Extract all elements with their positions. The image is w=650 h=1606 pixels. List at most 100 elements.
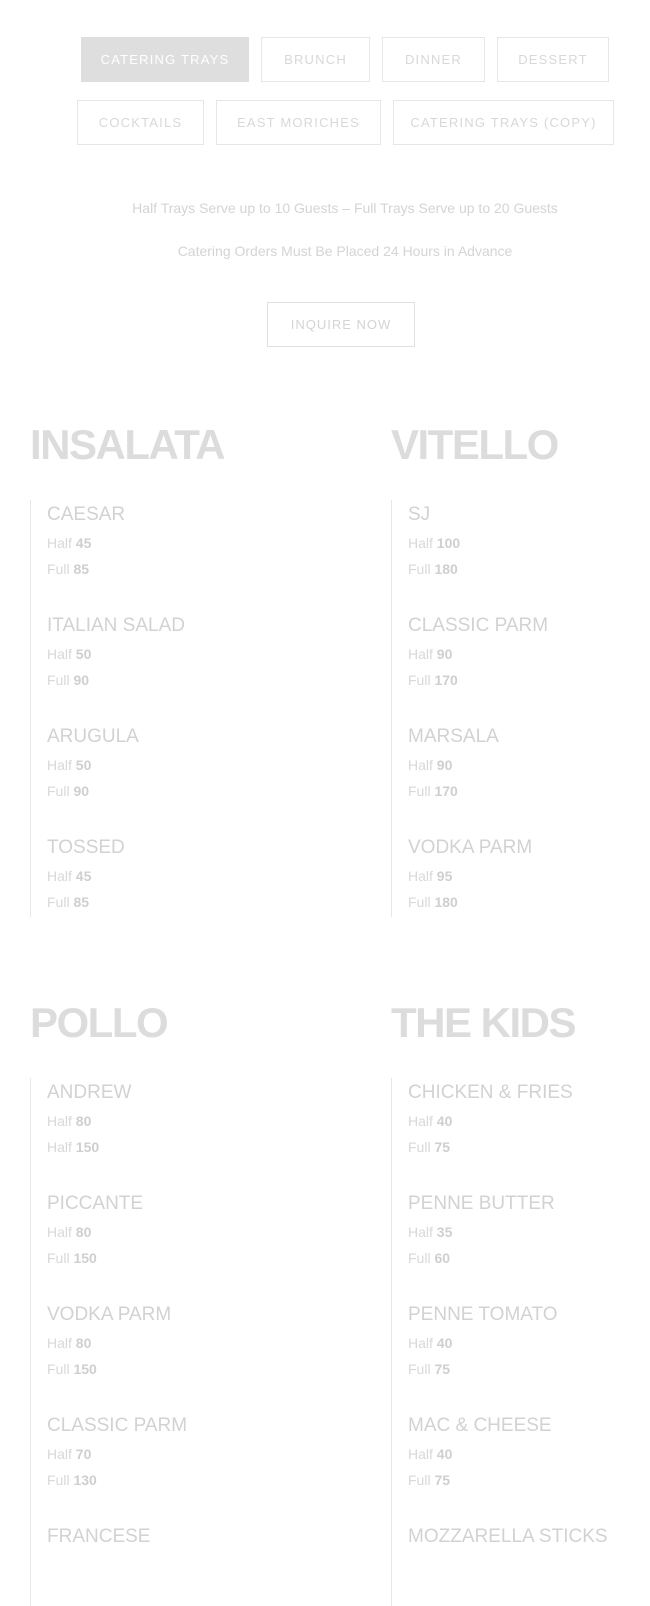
menu-list: CAESAR Half 45 Full 85 ITALIAN SALAD Half 50… xyxy=(30,500,290,917)
size-label: Half xyxy=(47,1335,72,1351)
item-name: ANDREW xyxy=(47,1082,132,1103)
half-price: Half 45 xyxy=(47,530,290,556)
item-name: ARUGULA xyxy=(47,726,139,747)
half-price: Half 80 xyxy=(47,1330,290,1356)
menu-item: CAESAR Half 45 Full 85 xyxy=(47,500,290,611)
tab-catering-trays[interactable]: CATERING TRAYS xyxy=(81,37,249,82)
item-name: PICCANTE xyxy=(47,1193,144,1214)
inquire-now-button[interactable]: INQUIRE NOW xyxy=(267,302,415,347)
full-price: Full 90 xyxy=(47,778,290,804)
item-name: TOSSED xyxy=(47,837,125,858)
size-label: Full xyxy=(47,894,70,910)
full-price: Full 75 xyxy=(408,1134,650,1160)
price-value: 85 xyxy=(73,561,90,577)
half-price: Half 50 xyxy=(47,752,290,778)
section-title: INSALATA xyxy=(30,421,226,468)
price-value: 60 xyxy=(434,1250,451,1266)
menu-item: VODKA PARM Half 80 Full 150 xyxy=(47,1300,290,1411)
size-label: Full xyxy=(408,1361,431,1377)
menu-item: SJ Half 100 Full 180 xyxy=(408,500,650,611)
tab-brunch[interactable]: BRUNCH xyxy=(261,37,370,82)
size-label: Half xyxy=(47,757,72,773)
price-value: 40 xyxy=(436,1113,453,1129)
item-name: CLASSIC PARM xyxy=(47,1415,188,1436)
tab-dinner[interactable]: DINNER xyxy=(382,37,485,82)
full-price: Full 170 xyxy=(408,778,650,804)
price-value: 40 xyxy=(436,1446,453,1462)
tab-cocktails[interactable]: COCKTAILS xyxy=(77,100,204,145)
section-title: VITELLO xyxy=(391,421,559,468)
price-value: 75 xyxy=(434,1361,451,1377)
full-price: Full 85 xyxy=(47,889,290,915)
menu-item: MOZZARELLA STICKS xyxy=(408,1522,650,1606)
half-price: Half 35 xyxy=(408,1219,650,1245)
size-label: Full xyxy=(408,1139,431,1155)
price-value: 80 xyxy=(75,1113,92,1129)
menu-item: ITALIAN SALAD Half 50 Full 90 xyxy=(47,611,290,722)
tab-catering-trays-copy[interactable]: CATERING TRAYS (COPY) xyxy=(393,100,614,145)
menu-item: PICCANTE Half 80 Full 150 xyxy=(47,1189,290,1300)
item-name: PENNE TOMATO xyxy=(408,1304,558,1325)
price-value: 85 xyxy=(73,894,90,910)
menu-item: MAC & CHEESE Half 40 Full 75 xyxy=(408,1411,650,1522)
size-label: Half xyxy=(408,1446,433,1462)
menu-item: VODKA PARM Half 95 Full 180 xyxy=(408,833,650,917)
half-price: Half 100 xyxy=(408,530,650,556)
menu-section-pollo: POLLO ANDREW Half 80 Half 150 PICCANTE Half 8… xyxy=(30,998,290,1606)
half-price: Half 50 xyxy=(47,641,290,667)
price-value: 75 xyxy=(434,1472,451,1488)
tab-east-moriches[interactable]: EAST MORICHES xyxy=(216,100,381,145)
size-label: Half xyxy=(47,1224,72,1240)
menu-list: ANDREW Half 80 Half 150 PICCANTE Half 80 Full… xyxy=(30,1078,290,1606)
size-label: Half xyxy=(408,1113,433,1129)
item-name: MARSALA xyxy=(408,726,499,747)
full-price: Full 150 xyxy=(47,1356,290,1382)
size-label: Half xyxy=(408,1224,433,1240)
guest-info: Half Trays Serve up to 10 Guests – Full … xyxy=(132,200,558,216)
size-label: Half xyxy=(408,868,433,884)
price-value: 90 xyxy=(436,646,453,662)
size-label: Full xyxy=(47,783,70,799)
full-price: Full 90 xyxy=(47,667,290,693)
price-value: 80 xyxy=(75,1224,92,1240)
item-name: CLASSIC PARM xyxy=(408,615,549,636)
price-value: 40 xyxy=(436,1335,453,1351)
price-value: 50 xyxy=(75,646,92,662)
price-value: 90 xyxy=(73,672,90,688)
half-price: Half 90 xyxy=(408,641,650,667)
menu-section-insalata: INSALATA CAESAR Half 45 Full 85 ITALIAN SALA… xyxy=(30,420,290,917)
half-price: Half 70 xyxy=(47,1441,290,1467)
size-label: Full xyxy=(408,672,431,688)
price-value: 70 xyxy=(75,1446,92,1462)
price-value: 100 xyxy=(436,535,461,551)
item-name: MAC & CHEESE xyxy=(408,1415,552,1436)
menu-item: CLASSIC PARM Half 70 Full 130 xyxy=(47,1411,290,1522)
full-price: Full 75 xyxy=(408,1356,650,1382)
size-label: Full xyxy=(47,1250,70,1266)
price-value: 95 xyxy=(436,868,453,884)
price-value: 150 xyxy=(73,1361,97,1377)
price-value: 180 xyxy=(434,894,458,910)
full-price: Full 60 xyxy=(408,1245,650,1271)
full-price: Half 150 xyxy=(47,1134,290,1160)
menu-list: SJ Half 100 Full 180 CLASSIC PARM Half 90 Ful… xyxy=(391,500,650,917)
size-label: Half xyxy=(47,535,72,551)
item-name: CAESAR xyxy=(47,504,126,525)
price-value: 150 xyxy=(73,1250,97,1266)
price-value: 150 xyxy=(75,1139,100,1155)
size-label: Full xyxy=(408,561,431,577)
size-label: Half xyxy=(47,868,72,884)
menu-item: TOSSED Half 45 Full 85 xyxy=(47,833,290,917)
price-value: 45 xyxy=(75,535,92,551)
size-label: Full xyxy=(408,1250,431,1266)
item-name: ITALIAN SALAD xyxy=(47,615,185,636)
size-label: Half xyxy=(408,757,433,773)
menu-item: PENNE TOMATO Half 40 Full 75 xyxy=(408,1300,650,1411)
size-label: Full xyxy=(47,1361,70,1377)
tab-dessert[interactable]: DESSERT xyxy=(497,37,609,82)
item-name: VODKA PARM xyxy=(47,1304,172,1325)
menu-section-the-kids: THE KIDS CHICKEN & FRIES Half 40 Full 75 PEN… xyxy=(391,998,650,1606)
section-title: POLLO xyxy=(30,999,169,1046)
item-name: SJ xyxy=(408,504,431,525)
size-label: Half xyxy=(47,1446,72,1462)
